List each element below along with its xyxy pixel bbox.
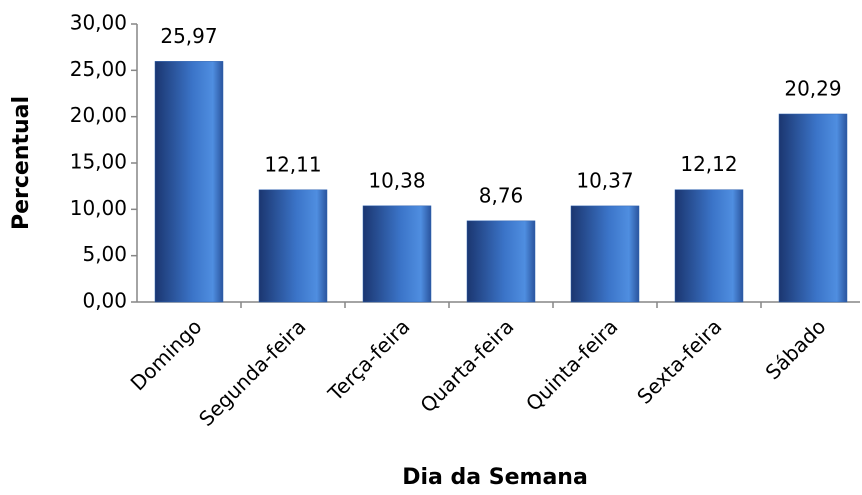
x-tick-label: Domingo [126, 314, 207, 395]
x-tick-label: Sexta-feira [632, 314, 726, 408]
x-tick-label: Terça-feira [323, 314, 415, 406]
x-tick-label: Quarta-feira [415, 314, 518, 417]
value-label: 25,97 [160, 24, 217, 48]
bar [362, 205, 432, 303]
bar [154, 61, 224, 303]
bar [570, 205, 640, 303]
bar [674, 189, 744, 303]
bar [258, 189, 328, 303]
value-label: 12,12 [680, 152, 737, 176]
y-tick-label: 10,00 [70, 196, 127, 220]
x-tick-label: Quinta-feira [521, 314, 622, 415]
y-axis-title: Percentual [9, 96, 34, 230]
y-tick-label: 0,00 [82, 289, 127, 313]
value-label: 20,29 [784, 76, 841, 100]
y-tick-label: 25,00 [70, 57, 127, 81]
bar [466, 220, 536, 303]
bar [778, 113, 848, 303]
x-tick-label: Sábado [761, 314, 831, 384]
value-label: 12,11 [264, 152, 321, 176]
y-tick-label: 20,00 [70, 103, 127, 127]
y-tick-label: 15,00 [70, 150, 127, 174]
value-label: 8,76 [479, 183, 524, 207]
y-tick-label: 30,00 [70, 11, 127, 35]
x-tick-label: Segunda-feira [194, 314, 310, 430]
x-axis-title: Dia da Semana [402, 465, 588, 490]
y-tick-label: 5,00 [82, 242, 127, 266]
value-label: 10,38 [368, 168, 425, 192]
value-label: 10,37 [576, 168, 633, 192]
